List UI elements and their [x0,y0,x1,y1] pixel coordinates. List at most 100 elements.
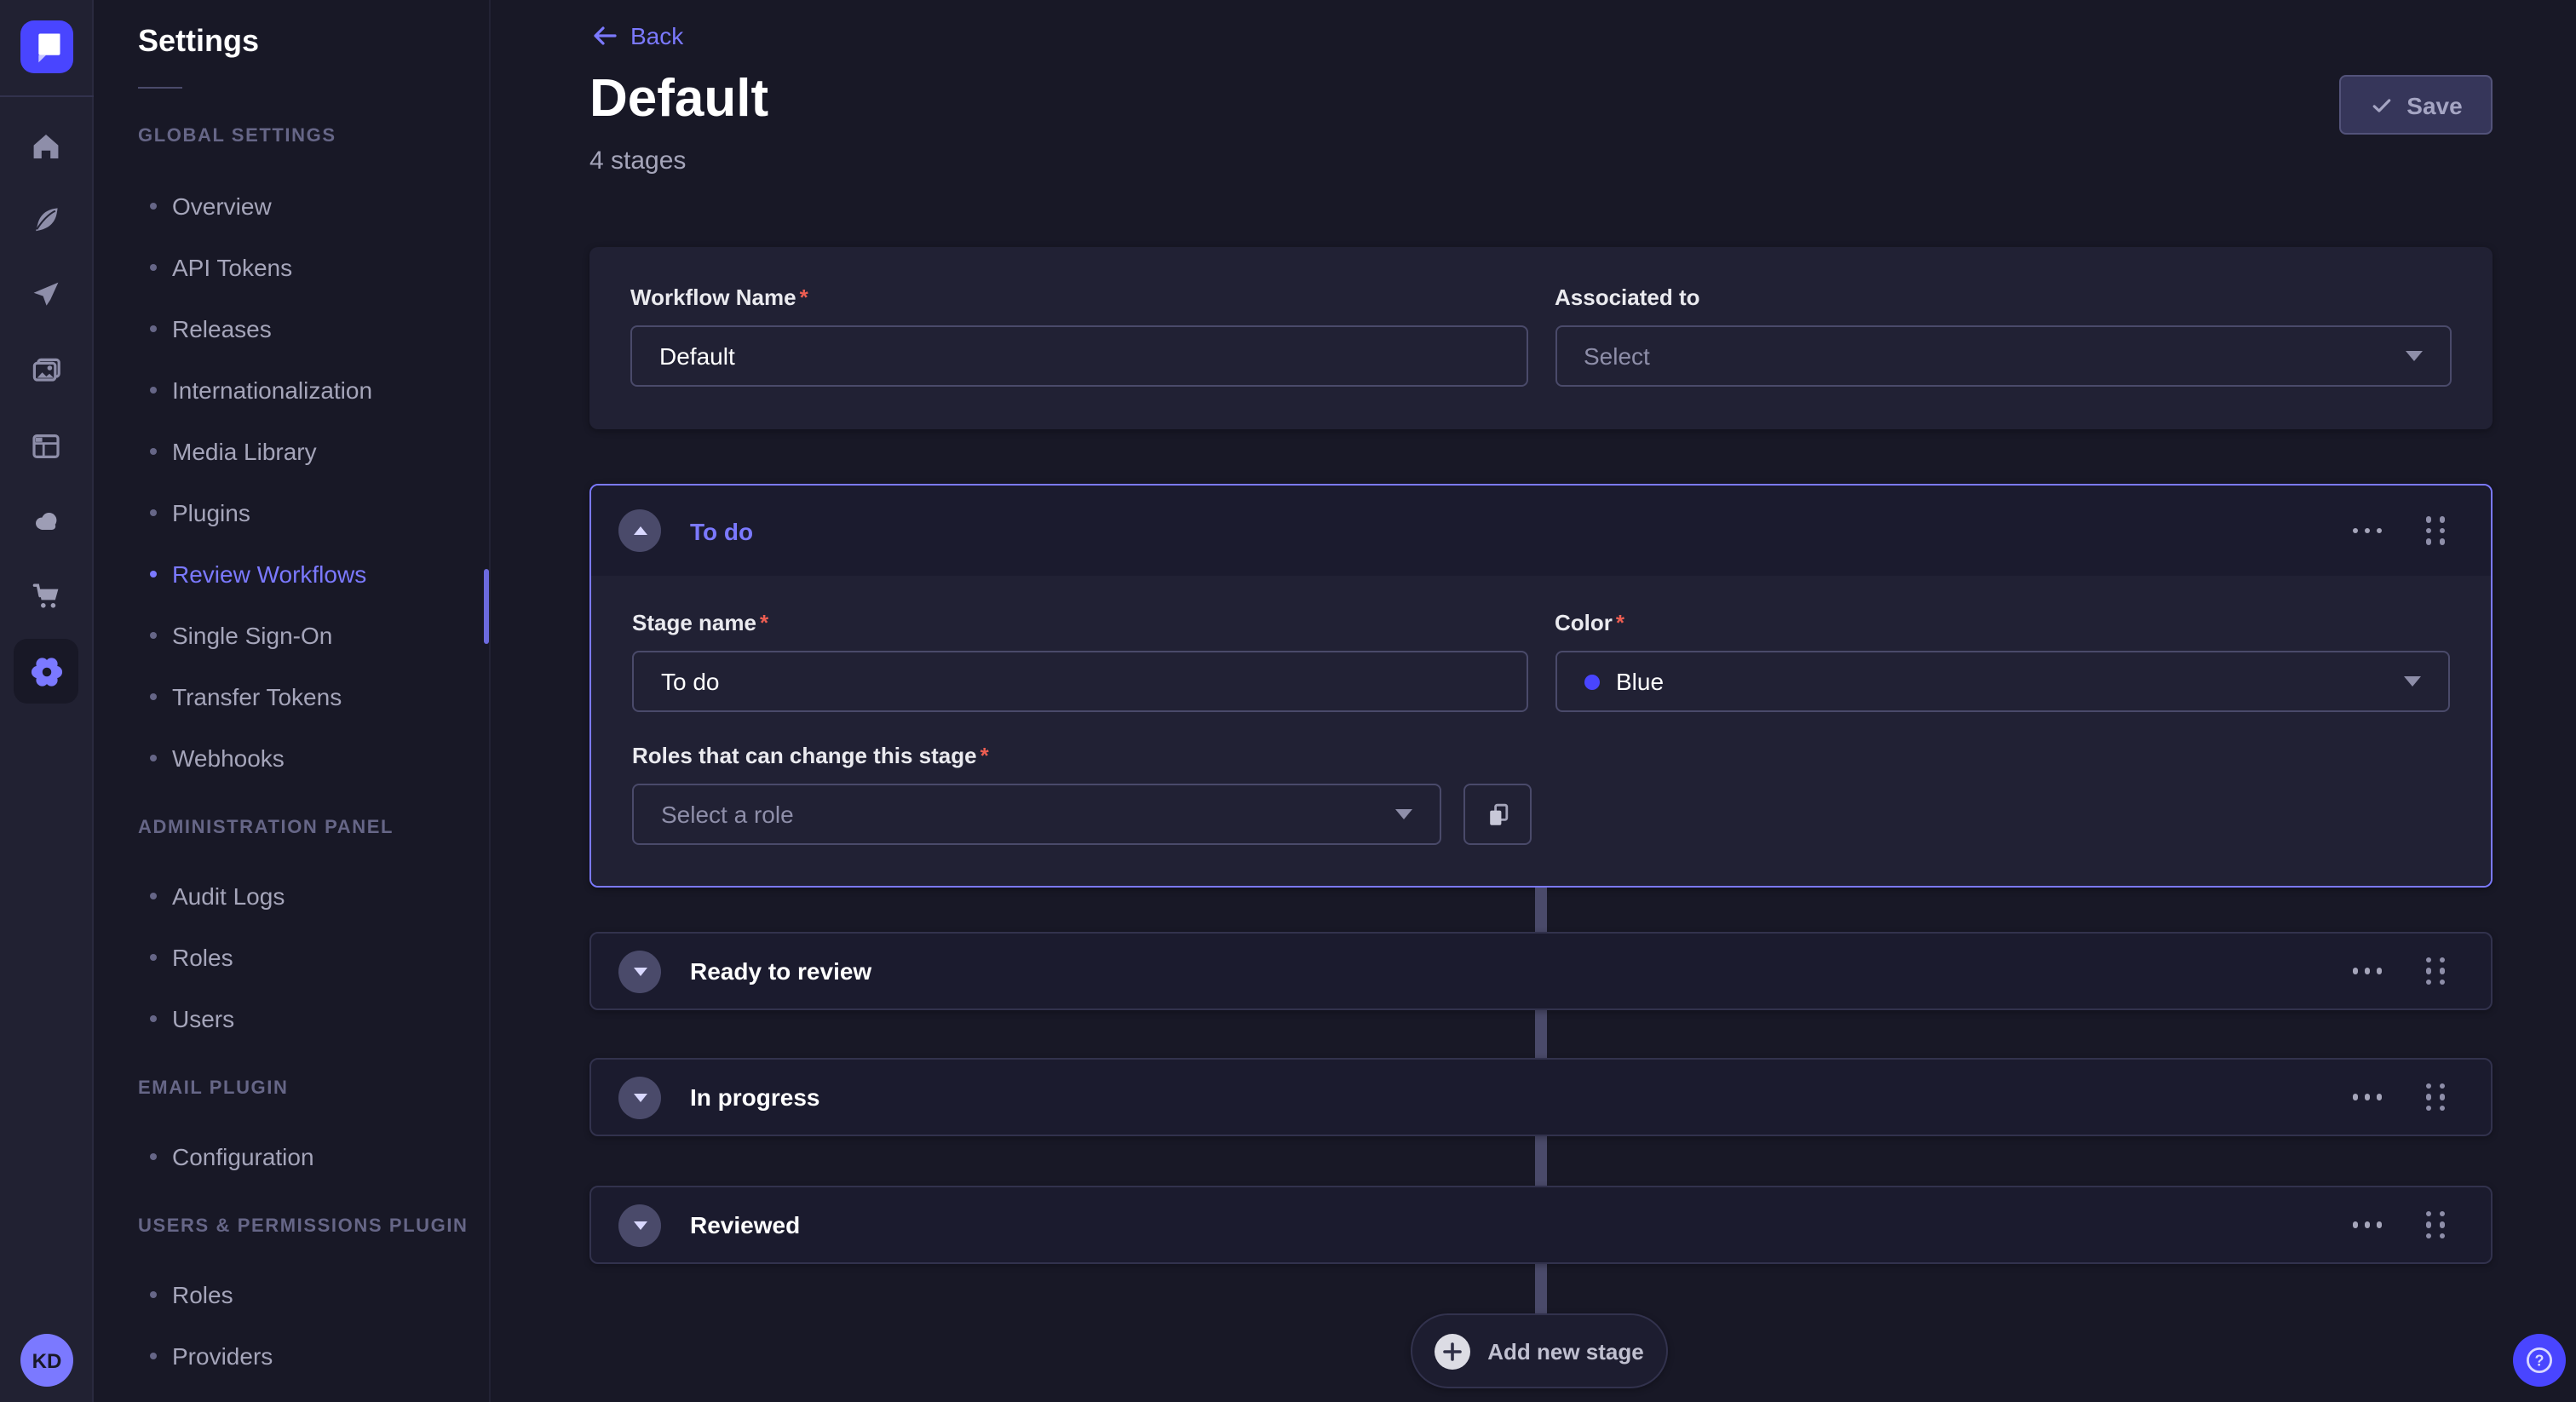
sidebar-item-admin-users[interactable]: Users [94,988,489,1049]
bullet-icon [150,693,157,700]
workflow-form-card: Workflow Name * Default Associated to Sel… [589,247,2493,429]
bullet-icon [150,755,157,761]
add-new-stage-button[interactable]: Add new stage [1411,1313,1668,1388]
bullet-icon [150,893,157,899]
sidebar-scrollbar-thumb[interactable] [484,569,489,644]
chevron-down-icon [2406,351,2423,361]
stage-count: 4 stages [589,147,687,175]
sidebar-item-transfer-tokens[interactable]: Transfer Tokens [94,666,489,727]
chevron-down-icon [633,967,647,975]
section-email-plugin: EMAIL PLUGIN [138,1078,289,1099]
sidebar-item-email-configuration[interactable]: Configuration [94,1126,489,1187]
bullet-icon [150,954,157,961]
stage-drag-handle[interactable] [2421,952,2450,991]
svg-text:?: ? [2535,1353,2544,1370]
sidebar-item-single-sign-on[interactable]: Single Sign-On [94,605,489,666]
roles-label: Roles that can change this stage * [632,743,989,768]
feather-icon[interactable] [29,203,63,237]
workflow-name-input[interactable]: Default [630,325,1527,387]
expand-stage-button[interactable] [618,950,661,992]
back-link[interactable]: Back [589,22,683,49]
stage-options-button[interactable] [2346,1215,2389,1235]
sidebar-item-media-library[interactable]: Media Library [94,421,489,482]
sidebar-item-overview[interactable]: Overview [94,175,489,237]
stage-title: Ready to review [690,957,872,985]
stage-title: Reviewed [690,1211,801,1238]
back-arrow-icon [594,26,617,45]
layout-icon[interactable] [29,429,63,463]
stage-connector [1535,1262,1547,1313]
stage-options-button[interactable] [2346,962,2389,981]
color-select[interactable]: Blue [1555,651,2450,712]
chevron-down-icon [633,1093,647,1101]
required-asterisk: * [1615,610,1625,635]
stage-header-todo[interactable]: To do [591,486,2491,576]
strapi-logo[interactable] [20,20,73,73]
section-global-settings: GLOBAL SETTINGS [138,126,336,147]
save-button[interactable]: Save [2339,75,2493,135]
stage-options-button[interactable] [2346,521,2389,541]
sidebar-item-plugins[interactable]: Plugins [94,482,489,543]
sidebar-item-webhooks[interactable]: Webhooks [94,727,489,789]
stage-connector [1535,888,1547,932]
stage-name-label: Stage name * [632,610,769,635]
paper-plane-icon[interactable] [29,278,63,312]
stage-card-in-progress[interactable]: In progress [589,1058,2493,1136]
chevron-down-icon [633,1221,647,1229]
title-underline [138,87,182,89]
sidebar-item-up-providers[interactable]: Providers [94,1325,489,1387]
collapse-stage-button[interactable] [618,509,661,552]
expand-stage-button[interactable] [618,1076,661,1118]
section-administration-panel: ADMINISTRATION PANEL [138,818,394,838]
bullet-icon [150,448,157,455]
expand-stage-button[interactable] [618,1204,661,1246]
stage-connector [1535,1010,1547,1058]
required-asterisk: * [759,610,769,635]
user-avatar[interactable]: KD [20,1334,73,1387]
help-button[interactable]: ? [2513,1334,2566,1387]
strapi-logo-icon [38,33,60,63]
sidebar-item-api-tokens[interactable]: API Tokens [94,237,489,298]
bullet-icon [150,1353,157,1359]
required-asterisk: * [799,284,808,310]
stage-card-todo: To do Stage name * To do Color * Blue [589,484,2493,888]
bullet-icon [150,203,157,210]
marketplace-cart-icon[interactable] [29,579,63,613]
duplicate-stage-button[interactable] [1463,784,1532,845]
sidebar-item-internationalization[interactable]: Internationalization [94,359,489,421]
stage-name-input[interactable]: To do [632,651,1527,712]
stage-options-button[interactable] [2346,1088,2389,1107]
stage-card-ready-to-review[interactable]: Ready to review [589,932,2493,1010]
check-icon [2372,98,2390,112]
plus-icon [1435,1333,1471,1369]
media-library-icon[interactable] [29,354,63,388]
bullet-icon [150,632,157,639]
home-icon[interactable] [29,129,63,164]
bullet-icon [150,1015,157,1022]
sidebar-item-review-workflows[interactable]: Review Workflows [94,543,489,605]
stage-drag-handle[interactable] [2421,512,2450,550]
bullet-icon [150,1291,157,1298]
stage-title: To do [690,517,754,544]
bullet-icon [150,325,157,332]
sidebar-item-audit-logs[interactable]: Audit Logs [94,865,489,927]
stage-drag-handle[interactable] [2421,1206,2450,1244]
color-dot [1584,674,1599,689]
sidebar-item-releases[interactable]: Releases [94,298,489,359]
cloud-icon[interactable] [29,504,63,538]
stage-card-reviewed[interactable]: Reviewed [589,1186,2493,1264]
bullet-icon [150,509,157,516]
associated-to-select[interactable]: Select [1555,325,2452,387]
required-asterisk: * [980,743,989,768]
settings-gear-icon[interactable] [14,639,78,704]
chevron-up-icon [633,526,647,535]
stage-title: In progress [690,1083,820,1111]
stage-drag-handle[interactable] [2421,1078,2450,1117]
sidebar-item-up-roles[interactable]: Roles [94,1264,489,1325]
roles-select[interactable]: Select a role [632,784,1441,845]
bullet-icon [150,1153,157,1160]
color-label: Color * [1555,610,1625,635]
sidebar-item-admin-roles[interactable]: Roles [94,927,489,988]
bullet-icon [150,387,157,394]
